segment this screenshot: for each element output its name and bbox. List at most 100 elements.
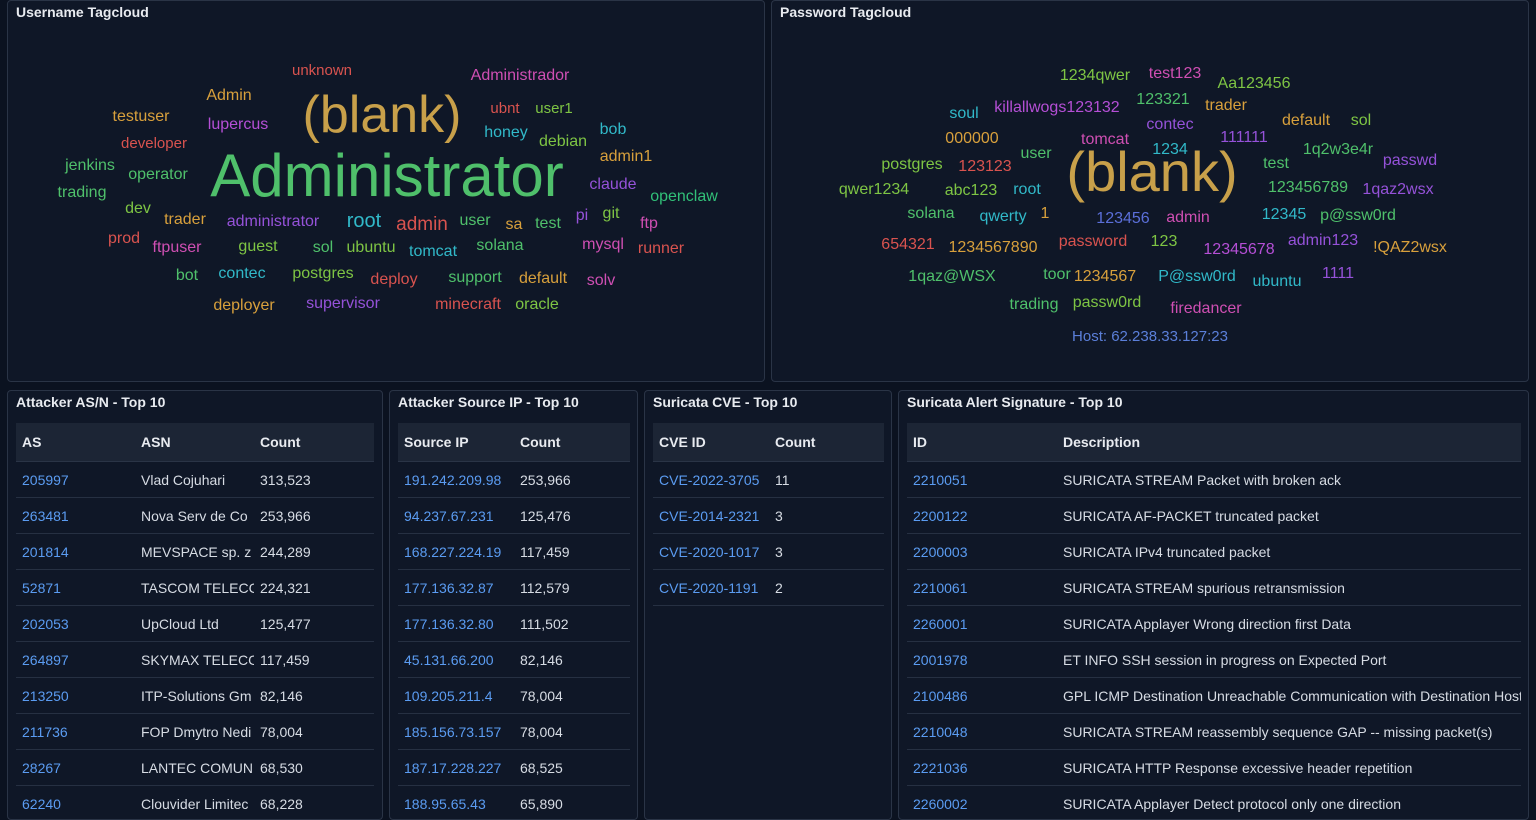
tag-word[interactable]: root [1013,182,1041,198]
tag-word[interactable]: ubnt [490,101,519,116]
tag-word[interactable]: admin [1166,210,1210,226]
table-cell-link[interactable]: CVE-2020-1191 [653,570,769,606]
tag-word[interactable]: solana [907,206,954,222]
table-cell-link[interactable]: CVE-2022-3705 [653,462,769,498]
tag-word[interactable]: test [1263,156,1289,172]
tag-word[interactable]: sa [506,217,523,233]
tag-word[interactable]: lupercus [208,117,268,133]
tag-word[interactable]: (blank) [1066,144,1237,200]
tag-word[interactable]: 123123 [958,159,1011,175]
tag-word[interactable]: 1234qwer [1060,68,1130,84]
tag-word[interactable]: bob [600,122,627,138]
tag-word[interactable]: honey [484,125,528,141]
tag-word[interactable]: 123321 [1136,92,1189,108]
tag-word[interactable]: default [1282,113,1330,129]
column-header[interactable]: ASN [135,423,254,462]
tag-word[interactable]: ubuntu [1253,274,1302,290]
tag-word[interactable]: ftp [640,216,658,232]
table-cell-link[interactable]: 185.156.73.157 [398,714,514,750]
table-cell-link[interactable]: 188.95.65.43 [398,786,514,820]
table-cell-link[interactable]: 62240 [16,786,135,820]
table-cell-link[interactable]: 2260001 [907,606,1057,642]
tag-word[interactable]: 12345 [1262,207,1307,223]
tag-word[interactable]: Administrator [210,146,563,206]
tag-word[interactable]: passw0rd [1073,295,1141,311]
tag-word[interactable]: deployer [213,298,274,314]
tag-word[interactable]: dev [125,201,151,217]
table-cell-link[interactable]: 211736 [16,714,135,750]
table-cell-link[interactable]: 187.17.228.227 [398,750,514,786]
tag-word[interactable]: 123456789 [1268,180,1348,196]
table-cell-link[interactable]: CVE-2020-1017 [653,534,769,570]
table-cell-link[interactable]: 94.237.67.231 [398,498,514,534]
tag-word[interactable]: 1234567890 [949,240,1038,256]
table-cell-link[interactable]: 28267 [16,750,135,786]
tag-word[interactable]: ubuntu [347,240,396,256]
tag-word[interactable]: admin [396,215,448,234]
tag-word[interactable]: admin1 [600,149,652,165]
tag-word[interactable]: prod [108,231,140,247]
tag-word[interactable]: deploy [370,272,417,288]
table-cell-link[interactable]: 202053 [16,606,135,642]
tag-word[interactable]: contec [218,266,265,282]
column-header[interactable]: Description [1057,423,1521,462]
tag-word[interactable]: minecraft [435,297,501,313]
tag-word[interactable]: 654321 [881,237,934,253]
tag-word[interactable]: administrator [227,214,319,230]
tag-word[interactable]: test123 [1149,66,1201,82]
tag-word[interactable]: 1q2w3e4r [1303,142,1373,158]
tag-word[interactable]: mysql [582,237,624,253]
table-cell-link[interactable]: 2200003 [907,534,1057,570]
tag-word[interactable]: Aa123456 [1218,76,1291,92]
tag-word[interactable]: qwer1234 [839,182,909,198]
table-cell-link[interactable]: 191.242.209.98 [398,462,514,498]
tag-word[interactable]: solana [476,238,523,254]
table-cell-link[interactable]: 2100486 [907,678,1057,714]
table-cell-link[interactable]: CVE-2014-2321 [653,498,769,534]
tag-word[interactable]: sol [313,240,333,256]
tag-word[interactable]: postgres [292,266,353,282]
tag-word[interactable]: runner [638,241,684,257]
tag-word[interactable]: claude [589,177,636,193]
tag-word[interactable]: abc123 [945,183,998,199]
tag-word[interactable]: openclaw [650,189,718,205]
table-cell-link[interactable]: 168.227.224.19 [398,534,514,570]
tag-word[interactable]: solv [587,273,615,289]
tag-word[interactable]: toor [1043,267,1071,283]
tag-word[interactable]: Admin [206,88,251,104]
column-header[interactable]: Count [514,423,630,462]
tag-word[interactable]: trading [1010,297,1059,313]
tag-word[interactable]: password [1059,234,1127,250]
table-cell-link[interactable]: 2210051 [907,462,1057,498]
tag-word[interactable]: P@ssw0rd [1158,269,1236,285]
tag-word[interactable]: trader [1205,98,1247,114]
tag-word[interactable]: 1234567 [1074,269,1136,285]
table-cell-link[interactable]: 2001978 [907,642,1057,678]
table-cell-link[interactable]: 2200122 [907,498,1057,534]
tag-word[interactable]: firedancer [1170,301,1241,317]
table-cell-link[interactable]: 45.131.66.200 [398,642,514,678]
tag-word[interactable]: default [519,271,567,287]
table-cell-link[interactable]: 177.136.32.80 [398,606,514,642]
tag-word[interactable]: qwerty [979,209,1026,225]
table-cell-link[interactable]: 213250 [16,678,135,714]
tag-word[interactable]: Administrador [471,68,570,84]
tag-word[interactable]: test [535,216,561,232]
column-header[interactable]: Source IP [398,423,514,462]
tag-word[interactable]: ftpuser [153,240,202,256]
tag-word[interactable]: tomcat [409,244,457,260]
tag-word[interactable]: git [603,206,620,222]
table-cell-link[interactable]: 2210061 [907,570,1057,606]
tag-word[interactable]: oracle [515,297,559,313]
table-cell-link[interactable]: 201814 [16,534,135,570]
tag-word[interactable]: killallwogs123132 [994,100,1119,116]
tag-word[interactable]: unknown [292,63,352,78]
tag-word[interactable]: user1 [535,101,573,116]
column-header[interactable]: AS [16,423,135,462]
tag-word[interactable]: testuser [113,109,170,125]
tag-word[interactable]: 1111 [1322,266,1354,282]
tag-word[interactable]: p@ssw0rd [1320,208,1396,224]
tag-word[interactable]: contec [1146,117,1193,133]
tag-word[interactable]: (blank) [303,89,462,141]
tag-word[interactable]: 1 [1041,206,1050,222]
